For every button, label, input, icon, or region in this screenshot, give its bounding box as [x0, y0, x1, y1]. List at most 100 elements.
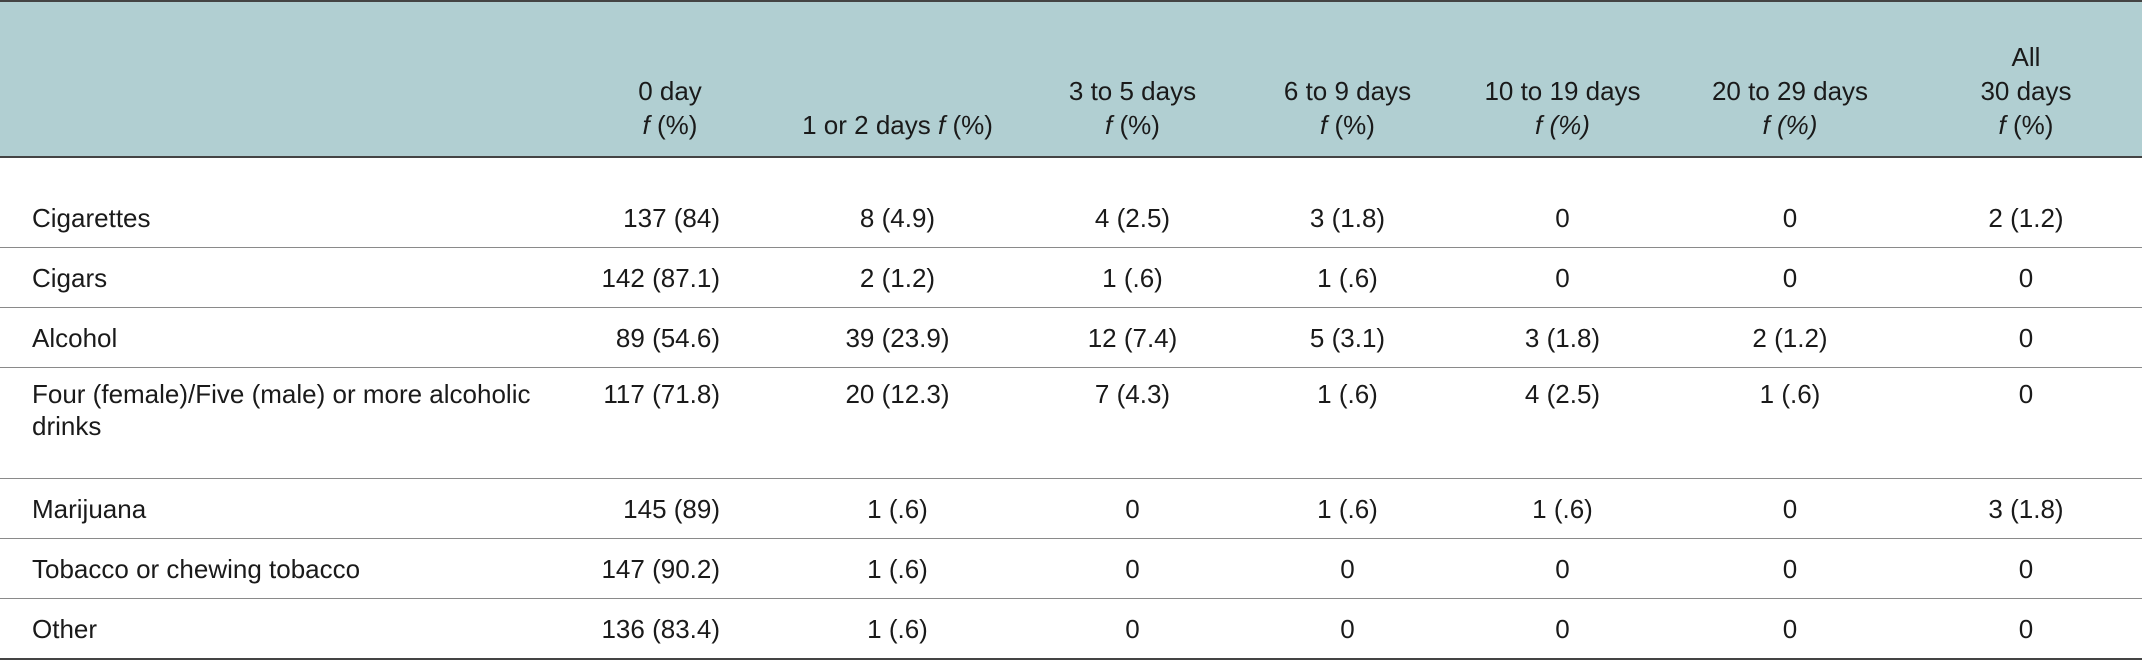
header-pct: (%) [1777, 110, 1818, 140]
header-line1: 6 to 9 days [1283, 76, 1412, 106]
table-row: Tobacco or chewing tobacco 147 (90.2) 1 (.… [0, 538, 2142, 599]
header-f: f [1998, 110, 2006, 140]
header-f: f [937, 110, 946, 140]
cell-value: 136 (83.4) [570, 598, 770, 660]
header-f: f [1762, 110, 1770, 140]
header-line1b: 30 days [1980, 76, 2072, 106]
row-label: Alcohol [0, 307, 570, 368]
cell-value: 0 [1910, 538, 2142, 599]
header-cell-20-29-days: 20 to 29 days f (%) [1670, 0, 1910, 158]
header-row: 0 day f (%) 1 or 2 days f (%) 3 to 5 day… [0, 0, 2142, 158]
header-pct: (%) [657, 110, 698, 140]
cell-value: 0 [1025, 538, 1240, 599]
cell-value: 1 (.6) [1240, 367, 1455, 479]
row-label: Tobacco or chewing tobacco [0, 538, 570, 599]
table-row: Alcohol 89 (54.6) 39 (23.9) 12 (7.4) 5 (3.1)… [0, 307, 2142, 368]
cell-value: 4 (2.5) [1025, 157, 1240, 248]
cell-value: 0 [1670, 538, 1910, 599]
cell-value: 8 (4.9) [770, 157, 1025, 248]
cell-value: 0 [1910, 247, 2142, 308]
header-line2: f (%) [1922, 108, 2130, 142]
header-cell-all-30-days: All 30 days f (%) [1910, 0, 2142, 158]
cell-value: 0 [1670, 598, 1910, 660]
header-line1: 0 day [638, 76, 702, 106]
header-pct: (%) [2013, 110, 2054, 140]
cell-value: 89 (54.6) [570, 307, 770, 368]
header-line2: f (%) [1682, 108, 1898, 142]
cell-value: 2 (1.2) [770, 247, 1025, 308]
cell-value: 1 (.6) [770, 598, 1025, 660]
header-pct: (%) [1334, 110, 1375, 140]
cell-value: 12 (7.4) [1025, 307, 1240, 368]
cell-value: 2 (1.2) [1670, 307, 1910, 368]
row-label: Four (female)/Five (male) or more alcoho… [0, 367, 570, 479]
cell-value: 142 (87.1) [570, 247, 770, 308]
header-line1: 3 to 5 days [1068, 76, 1197, 106]
cell-value: 0 [1240, 598, 1455, 660]
header-line1: 20 to 29 days [1711, 76, 1869, 106]
cell-value: 1 (.6) [1670, 367, 1910, 479]
header-f: f [1320, 110, 1328, 140]
header-line2: f (%) [1037, 108, 1228, 142]
header-line1: 1 or 2 days [802, 110, 931, 140]
header-pct: (%) [952, 110, 993, 140]
row-label: Other [0, 598, 570, 660]
cell-value: 1 (.6) [1240, 247, 1455, 308]
row-label: Cigars [0, 247, 570, 308]
header-cell-0-day: 0 day f (%) [570, 0, 770, 158]
cell-value: 0 [1670, 157, 1910, 248]
cell-value: 39 (23.9) [770, 307, 1025, 368]
table-body: Cigarettes 137 (84) 8 (4.9) 4 (2.5) 3 (1.8) 0… [0, 157, 2142, 660]
cell-value: 117 (71.8) [570, 367, 770, 479]
header-line1: All [2011, 42, 2041, 72]
cell-value: 0 [1910, 367, 2142, 479]
header-cell-label [0, 0, 570, 158]
row-label: Cigarettes [0, 157, 570, 248]
header-line1: 10 to 19 days [1484, 76, 1641, 106]
table-row: Four (female)/Five (male) or more alcoho… [0, 367, 2142, 479]
header-f: f [642, 110, 650, 140]
table-row: Other 136 (83.4) 1 (.6) 0 0 0 0 0 [0, 598, 2142, 660]
cell-value: 0 [1910, 307, 2142, 368]
table-header: 0 day f (%) 1 or 2 days f (%) 3 to 5 day… [0, 0, 2142, 158]
header-cell-10-19-days: 10 to 19 days f (%) [1455, 0, 1670, 158]
cell-value: 0 [1455, 598, 1670, 660]
cell-value: 0 [1455, 247, 1670, 308]
header-pct: (%) [1549, 110, 1590, 140]
header-cell-1-2-days: 1 or 2 days f (%) [770, 0, 1025, 158]
cell-value: 3 (1.8) [1910, 478, 2142, 539]
cell-value: 20 (12.3) [770, 367, 1025, 479]
row-label: Marijuana [0, 478, 570, 539]
cell-value: 0 [1670, 478, 1910, 539]
cell-value: 2 (1.2) [1910, 157, 2142, 248]
cell-value: 147 (90.2) [570, 538, 770, 599]
cell-value: 137 (84) [570, 157, 770, 248]
cell-value: 4 (2.5) [1455, 367, 1670, 479]
header-line2: f (%) [582, 108, 758, 142]
header-cell-3-5-days: 3 to 5 days f (%) [1025, 0, 1240, 158]
cell-value: 1 (.6) [1455, 478, 1670, 539]
cell-value: 7 (4.3) [1025, 367, 1240, 479]
cell-value: 145 (89) [570, 478, 770, 539]
cell-value: 0 [1455, 538, 1670, 599]
header-f: f [1105, 110, 1113, 140]
header-line2: f (%) [1467, 108, 1658, 142]
header-line2: f (%) [1252, 108, 1443, 142]
cell-value: 1 (.6) [770, 538, 1025, 599]
cell-value: 1 (.6) [770, 478, 1025, 539]
header-cell-6-9-days: 6 to 9 days f (%) [1240, 0, 1455, 158]
cell-value: 0 [1455, 157, 1670, 248]
header-f: f [1535, 110, 1543, 140]
cell-value: 5 (3.1) [1240, 307, 1455, 368]
cell-value: 3 (1.8) [1455, 307, 1670, 368]
cell-value: 0 [1025, 478, 1240, 539]
table-row: Cigarettes 137 (84) 8 (4.9) 4 (2.5) 3 (1.8) 0… [0, 157, 2142, 248]
cell-value: 0 [1025, 598, 1240, 660]
table-row: Cigars 142 (87.1) 2 (1.2) 1 (.6) 1 (.6) 0 0 0 [0, 247, 2142, 308]
cell-value: 1 (.6) [1025, 247, 1240, 308]
cell-value: 1 (.6) [1240, 478, 1455, 539]
cell-value: 0 [1910, 598, 2142, 660]
header-pct: (%) [1119, 110, 1160, 140]
